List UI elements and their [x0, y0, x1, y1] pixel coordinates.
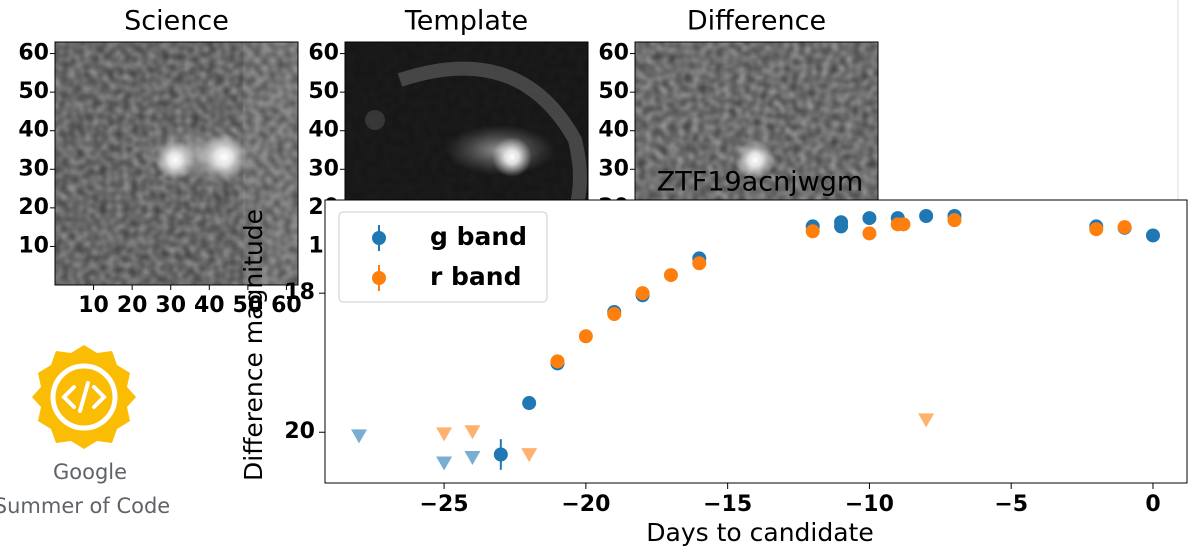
point — [919, 209, 933, 223]
point — [522, 396, 536, 410]
x-tick-label: −25 — [420, 492, 469, 517]
y-tick-label: 40 — [308, 118, 339, 143]
y-tick-label: 30 — [598, 156, 629, 181]
x-tick-label: 20 — [117, 293, 148, 318]
x-tick-label: −15 — [703, 492, 752, 517]
x-tick-label: −5 — [994, 492, 1028, 517]
y-tick-label: 30 — [18, 156, 49, 181]
point — [1089, 222, 1103, 236]
x-axis-label: Days to candidate — [646, 518, 873, 547]
y-tick-label: 50 — [18, 79, 49, 104]
point — [664, 268, 678, 282]
y-tick-label: 60 — [18, 41, 49, 66]
y-tick-label: 18 — [284, 280, 315, 305]
x-tick-label: 10 — [78, 293, 109, 318]
point — [494, 447, 508, 461]
y-tick-label: 10 — [18, 233, 49, 258]
light-curve: ZTF19acnjwgm Days to candidate Difference … — [239, 167, 1187, 548]
y-tick-label: 40 — [598, 118, 629, 143]
page: Science 10 20 30 40 50 60 10 20 30 40 50 60 Template 1… — [0, 0, 1188, 550]
y-tick-label: 30 — [308, 156, 339, 181]
y-tick-label: 20 — [18, 195, 49, 220]
point — [607, 307, 621, 321]
legend-label: r band — [430, 262, 522, 291]
x-tick-label: 30 — [155, 293, 186, 318]
y-tick-label: 60 — [308, 41, 339, 66]
point — [579, 329, 593, 343]
gsoc-logo: Google Summer of Code — [0, 345, 170, 518]
logo-program: Summer of Code — [0, 494, 170, 518]
y-tick-label: 60 — [598, 41, 629, 66]
y-tick-label: 50 — [598, 79, 629, 104]
point — [862, 226, 876, 240]
point — [834, 219, 848, 233]
y-axis-label: Difference magnitude — [239, 209, 268, 481]
panel-title: Science — [124, 6, 229, 37]
y-tick-label: 50 — [308, 79, 339, 104]
point — [896, 217, 910, 231]
point — [551, 354, 565, 368]
point — [1146, 228, 1160, 242]
legend-label: g band — [430, 222, 527, 251]
legend-marker — [372, 231, 386, 245]
point — [636, 286, 650, 300]
point — [1118, 220, 1132, 234]
x-tick-label: 0 — [1145, 492, 1160, 517]
screen: Science 10 20 30 40 50 60 10 20 30 40 50 60 Template 1… — [0, 0, 1188, 550]
panel-title: Template — [404, 6, 528, 37]
panel-title: Difference — [687, 6, 826, 37]
y-tick-label: 40 — [18, 118, 49, 143]
legend-marker — [372, 271, 386, 285]
point — [692, 256, 706, 270]
x-tick-label: 40 — [194, 293, 225, 318]
y-tick-label: 20 — [284, 419, 315, 444]
chart-title: ZTF19acnjwgm — [657, 167, 863, 198]
x-tick-label: −20 — [561, 492, 610, 517]
x-tick-label: −10 — [845, 492, 894, 517]
point — [862, 211, 876, 225]
logo-brand: Google — [53, 460, 127, 484]
point — [806, 224, 820, 238]
point — [947, 213, 961, 227]
